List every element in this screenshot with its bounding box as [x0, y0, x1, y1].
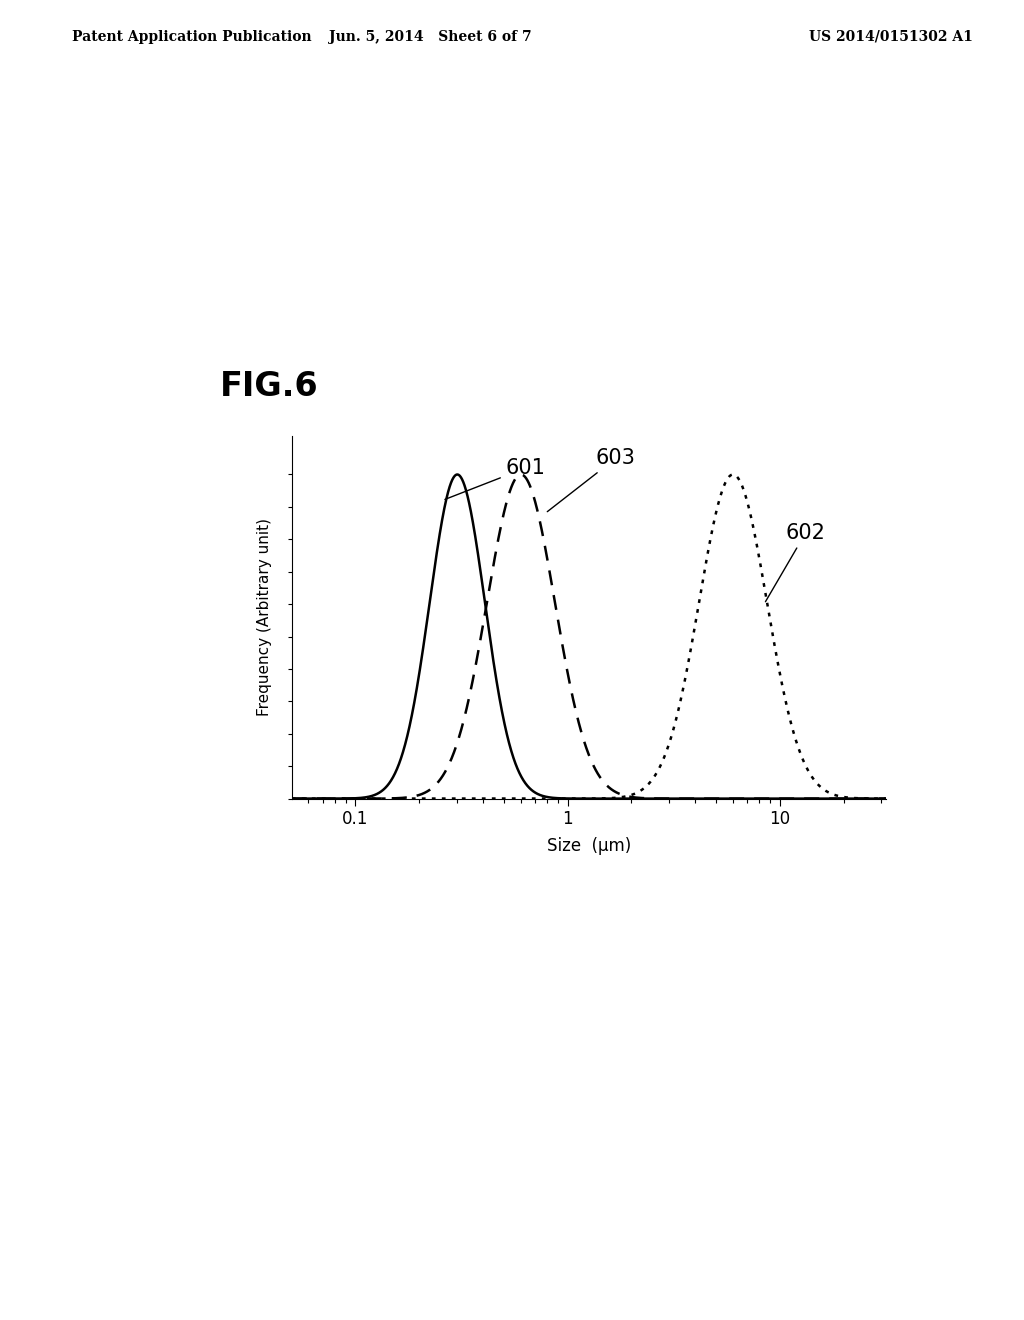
Text: Jun. 5, 2014   Sheet 6 of 7: Jun. 5, 2014 Sheet 6 of 7 [329, 30, 531, 44]
Text: US 2014/0151302 A1: US 2014/0151302 A1 [809, 30, 973, 44]
Text: 601: 601 [444, 458, 546, 499]
X-axis label: Size  (μm): Size (μm) [547, 837, 631, 855]
Text: 602: 602 [765, 523, 825, 602]
Text: Patent Application Publication: Patent Application Publication [72, 30, 311, 44]
Y-axis label: Frequency (Arbitrary unit): Frequency (Arbitrary unit) [257, 517, 271, 715]
Text: FIG.6: FIG.6 [220, 370, 318, 403]
Text: 603: 603 [547, 449, 636, 512]
